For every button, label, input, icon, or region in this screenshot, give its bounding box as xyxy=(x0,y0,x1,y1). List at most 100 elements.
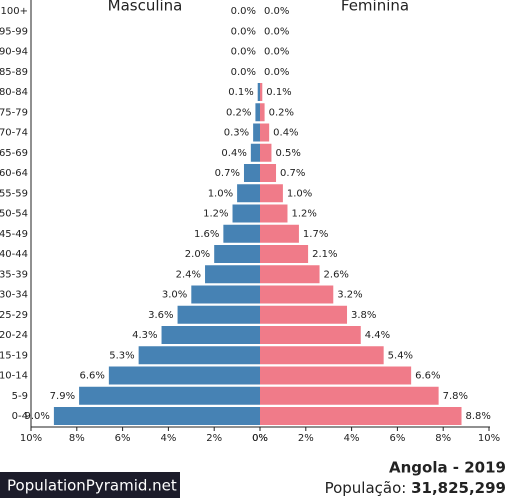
x-tick-label: 0% xyxy=(252,433,268,444)
bar xyxy=(260,326,361,344)
age-label: 10-14 xyxy=(0,371,28,382)
value-label: 0.0% xyxy=(231,6,256,17)
bar xyxy=(260,83,263,101)
x-tick-label: 10% xyxy=(478,433,500,444)
value-label: 0.7% xyxy=(280,168,305,179)
value-label: 5.3% xyxy=(109,350,134,361)
value-label: 0.2% xyxy=(269,107,294,118)
age-label: 40-44 xyxy=(0,249,28,260)
age-label: 100+ xyxy=(1,6,28,17)
x-tick-label: 4% xyxy=(344,433,360,444)
value-label: 2.4% xyxy=(176,269,201,280)
value-label: 3.6% xyxy=(148,310,173,321)
age-label: 80-84 xyxy=(0,87,28,98)
bar xyxy=(243,164,260,182)
value-label: 7.9% xyxy=(50,391,75,402)
bar xyxy=(260,204,288,223)
value-label: 2.6% xyxy=(324,269,349,280)
value-label: 0.0% xyxy=(264,67,289,78)
bar xyxy=(260,245,309,263)
value-label: 0.1% xyxy=(228,87,253,98)
male-header: Masculina xyxy=(108,0,183,15)
age-label: 50-54 xyxy=(0,209,28,220)
bar xyxy=(260,285,334,304)
value-label: 0.0% xyxy=(231,67,256,78)
value-label: 4.3% xyxy=(132,330,157,341)
value-label: 1.0% xyxy=(287,188,312,199)
bar xyxy=(260,366,412,385)
bar xyxy=(257,83,260,101)
value-label: 0.3% xyxy=(224,128,249,139)
x-tick-label: 10% xyxy=(20,433,42,444)
bar xyxy=(205,265,260,284)
value-label: 6.6% xyxy=(415,371,440,382)
age-label: 55-59 xyxy=(0,188,28,199)
bar xyxy=(161,326,260,344)
x-tick-label: 0% xyxy=(252,433,268,444)
bar xyxy=(260,265,320,284)
bar xyxy=(108,366,260,385)
x-tick-label: 2% xyxy=(206,433,222,444)
bar xyxy=(79,386,260,405)
bar xyxy=(138,346,260,365)
value-label: 0.4% xyxy=(273,128,298,139)
age-label: 90-94 xyxy=(0,47,28,58)
age-label: 30-34 xyxy=(0,290,28,301)
bar xyxy=(237,184,260,203)
bar xyxy=(260,386,439,405)
value-label: 3.8% xyxy=(351,310,376,321)
bar xyxy=(253,123,260,142)
value-label: 2.1% xyxy=(312,249,337,260)
value-label: 0.0% xyxy=(264,26,289,37)
population-line: População: 31,825,299 xyxy=(325,479,506,497)
bar xyxy=(260,224,299,243)
value-label: 9.0% xyxy=(24,411,49,422)
value-label: 1.7% xyxy=(303,229,328,240)
value-label: 3.2% xyxy=(337,290,362,301)
bar xyxy=(260,184,283,203)
x-tick-label: 4% xyxy=(160,433,176,444)
age-label: 45-49 xyxy=(0,229,28,240)
brand-box xyxy=(0,472,180,498)
brand: PopulationPyramid.net xyxy=(7,477,177,495)
age-label: 0-4 xyxy=(12,411,28,422)
population: 31,825,299 xyxy=(411,479,506,497)
value-label: 0.1% xyxy=(266,87,291,98)
value-label: 1.0% xyxy=(208,188,233,199)
bar xyxy=(232,204,260,223)
x-tick-label: 6% xyxy=(389,433,405,444)
population-label: População: xyxy=(325,479,407,497)
age-label: 25-29 xyxy=(0,310,28,321)
age-label: 35-39 xyxy=(0,269,28,280)
value-label: 6.6% xyxy=(79,371,104,382)
bar xyxy=(260,123,270,142)
value-label: 1.6% xyxy=(194,229,219,240)
value-label: 0.0% xyxy=(264,6,289,17)
value-label: 0.0% xyxy=(231,47,256,58)
value-label: 0.0% xyxy=(264,47,289,58)
bar xyxy=(177,305,260,324)
age-label: 20-24 xyxy=(0,330,28,341)
bar xyxy=(53,407,261,425)
country-year: Angola - 2019 xyxy=(389,459,506,477)
age-label: 15-19 xyxy=(0,350,28,361)
age-label: 60-64 xyxy=(0,168,28,179)
bar xyxy=(223,224,260,243)
bar xyxy=(260,103,265,122)
value-label: 3.0% xyxy=(162,290,187,301)
x-tick-label: 8% xyxy=(69,433,85,444)
x-tick-label: 2% xyxy=(298,433,314,444)
female-header: Feminina xyxy=(341,0,409,15)
value-label: 4.4% xyxy=(365,330,390,341)
age-label: 65-69 xyxy=(0,148,28,159)
value-label: 5.4% xyxy=(388,350,413,361)
value-label: 2.0% xyxy=(185,249,210,260)
value-label: 8.8% xyxy=(466,411,491,422)
value-label: 0.4% xyxy=(221,148,246,159)
age-label: 85-89 xyxy=(0,67,28,78)
bar xyxy=(260,164,277,182)
value-label: 7.8% xyxy=(443,391,468,402)
bar xyxy=(255,103,260,122)
x-tick-label: 8% xyxy=(435,433,451,444)
